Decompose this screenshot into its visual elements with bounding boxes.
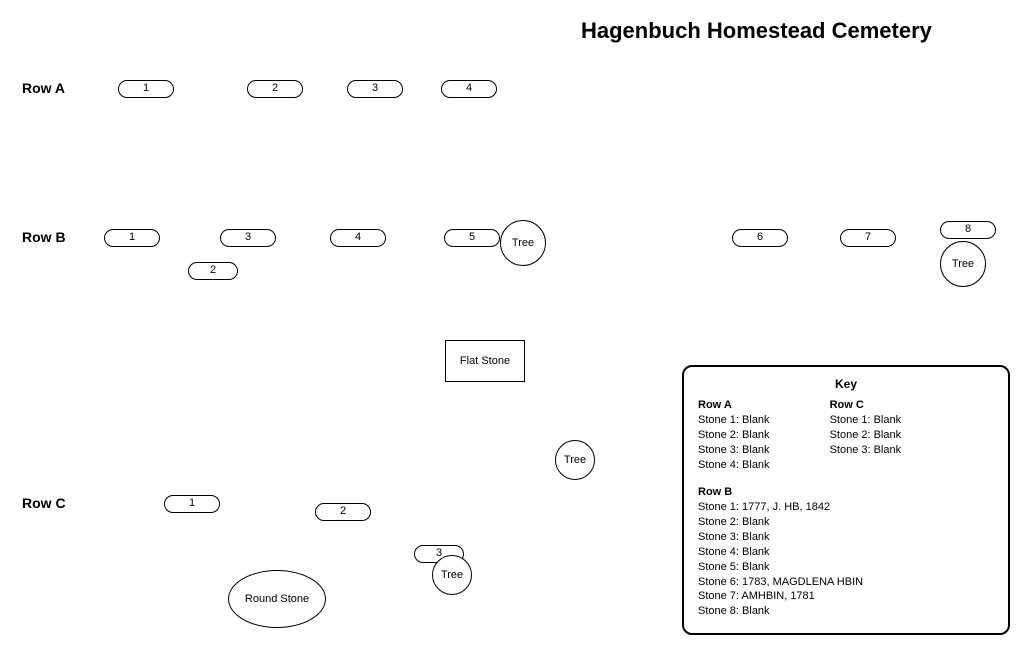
stone-b2: 2 xyxy=(188,262,238,280)
tree-c3: Tree xyxy=(432,555,472,595)
stone-b6: 6 xyxy=(732,229,788,247)
key-row-c-line: Stone 3: Blank xyxy=(830,443,902,458)
stone-a2: 2 xyxy=(247,80,303,98)
stone-b7: 7 xyxy=(840,229,896,247)
key-row-b-line: Stone 8: Blank xyxy=(698,604,994,619)
stone-b3: 3 xyxy=(220,229,276,247)
key-row-b-line: Stone 3: Blank xyxy=(698,530,994,545)
stone-c1: 1 xyxy=(164,495,220,513)
tree-b8: Tree xyxy=(940,241,986,287)
key-row-a-line: Stone 4: Blank xyxy=(698,458,770,473)
key-row-b: Row B Stone 1: 1777, J. HB, 1842 Stone 2… xyxy=(698,486,994,619)
key-title: Key xyxy=(698,377,994,391)
key-row-b-line: Stone 6: 1783, MAGDLENA HBIN xyxy=(698,575,994,590)
key-row-a-title: Row A xyxy=(698,399,770,411)
key-row-b-line: Stone 1: 1777, J. HB, 1842 xyxy=(698,500,994,515)
key-row-c: Row C Stone 1: Blank Stone 2: Blank Ston… xyxy=(830,399,902,472)
key-row-c-line: Stone 1: Blank xyxy=(830,413,902,428)
stone-b4: 4 xyxy=(330,229,386,247)
key-row-a-line: Stone 1: Blank xyxy=(698,413,770,428)
key-row-c-line: Stone 2: Blank xyxy=(830,428,902,443)
key-row-c-title: Row C xyxy=(830,399,902,411)
stone-b1: 1 xyxy=(104,229,160,247)
stone-b5: 5 xyxy=(444,229,500,247)
key-row-b-line: Stone 5: Blank xyxy=(698,560,994,575)
stone-a3: 3 xyxy=(347,80,403,98)
stone-c2: 2 xyxy=(315,503,371,521)
tree-mid: Tree xyxy=(555,440,595,480)
key-row-a-line: Stone 3: Blank xyxy=(698,443,770,458)
key-box: Key Row A Stone 1: Blank Stone 2: Blank … xyxy=(682,365,1010,635)
key-row-a-line: Stone 2: Blank xyxy=(698,428,770,443)
row-b-label: Row B xyxy=(22,229,66,245)
key-row-a: Row A Stone 1: Blank Stone 2: Blank Ston… xyxy=(698,399,770,472)
stone-a1: 1 xyxy=(118,80,174,98)
page-title: Hagenbuch Homestead Cemetery xyxy=(581,18,932,44)
round-stone: Round Stone xyxy=(228,570,326,628)
key-row-b-line: Stone 7: AMHBIN, 1781 xyxy=(698,589,994,604)
stone-a4: 4 xyxy=(441,80,497,98)
stone-b8: 8 xyxy=(940,221,996,239)
key-row-b-line: Stone 4: Blank xyxy=(698,545,994,560)
flat-stone: Flat Stone xyxy=(445,340,525,382)
key-row-b-line: Stone 2: Blank xyxy=(698,515,994,530)
row-a-label: Row A xyxy=(22,80,65,96)
key-row-b-title: Row B xyxy=(698,486,994,498)
row-c-label: Row C xyxy=(22,495,66,511)
tree-b5: Tree xyxy=(500,220,546,266)
